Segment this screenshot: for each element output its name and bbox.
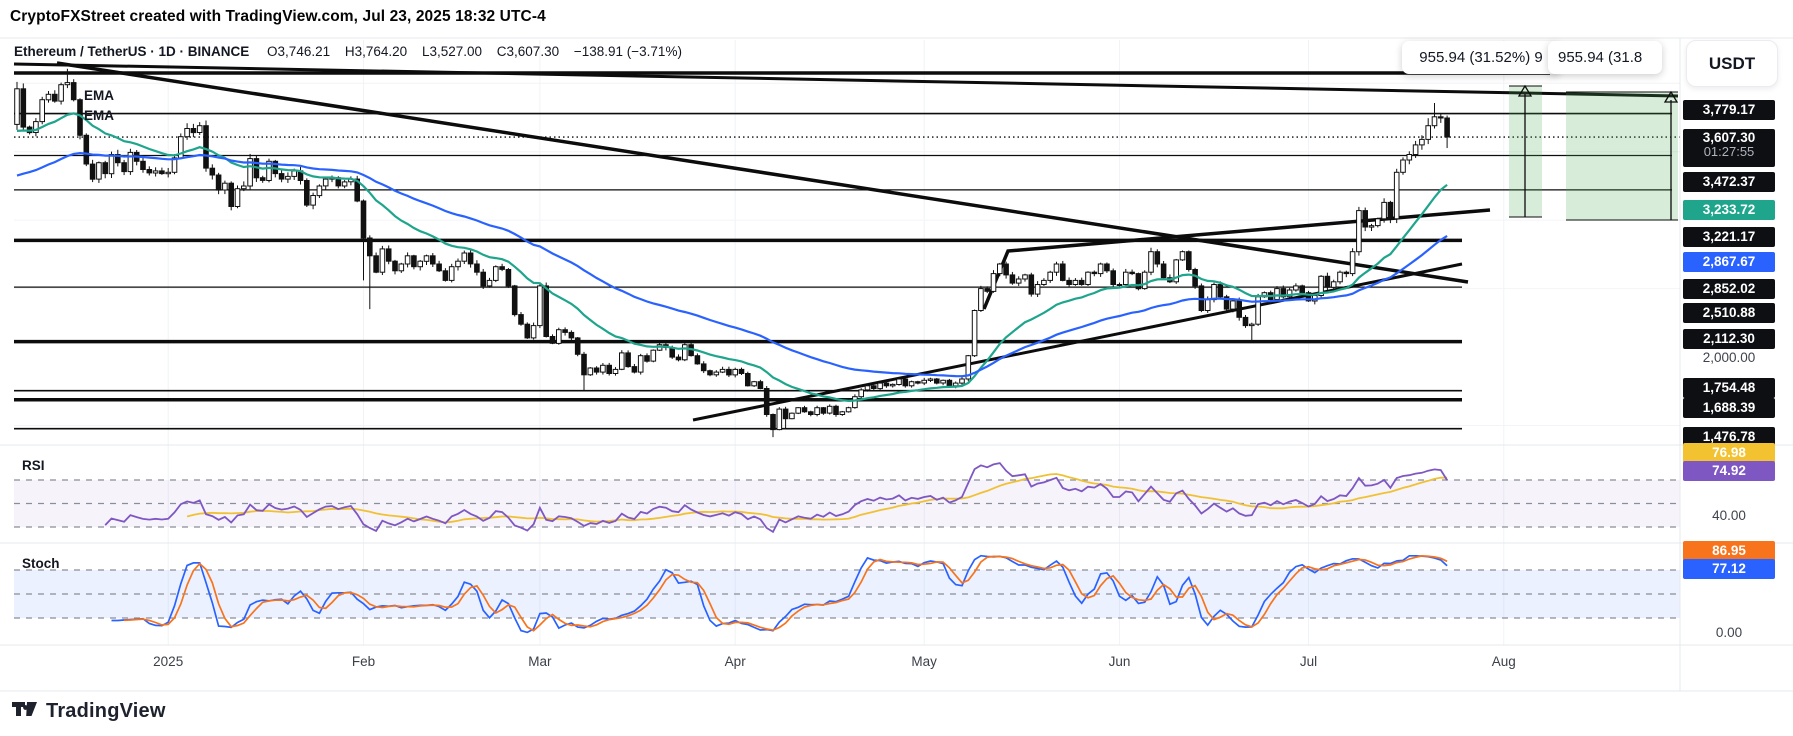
currency-toggle-button[interactable]: USDT <box>1686 40 1778 87</box>
ema2-legend[interactable]: EMA <box>84 108 114 123</box>
rsi-band <box>14 479 1680 528</box>
rsi-legend[interactable]: RSI <box>22 458 45 473</box>
page-caption: CryptoFXStreet created with TradingView.… <box>10 8 546 25</box>
ohlc-change: −138.91 (−3.71%) <box>573 44 682 59</box>
tradingview-logo[interactable]: TradingView <box>12 700 166 723</box>
stoch-band <box>14 569 1680 619</box>
stoch-legend[interactable]: Stoch <box>22 556 60 571</box>
measure-tooltip-2: 955.94 (31.8 <box>1548 41 1662 74</box>
tradingview-logo-text: TradingView <box>46 700 166 722</box>
ohlc-close: C3,607.30 <box>496 44 560 59</box>
ema1-legend[interactable]: EMA <box>84 88 114 103</box>
chart-legend: Ethereum / TetherUS · 1D · BINANCE O3,74… <box>14 44 693 59</box>
horizontal-gridlines <box>14 82 1680 426</box>
tradingview-logo-icon <box>12 701 37 716</box>
ema-lines <box>16 112 1448 403</box>
panel-dividers <box>0 37 1793 692</box>
candles[interactable] <box>14 68 1450 438</box>
measure-boxes[interactable] <box>1509 84 1679 221</box>
price-levels <box>14 71 1680 430</box>
ohlc-low: L3,527.00 <box>421 44 483 59</box>
measure-tooltip-1: 955.94 (31.52%) 9 <box>1402 41 1560 74</box>
stoch-lines <box>111 554 1448 634</box>
ohlc-high: H3,764.20 <box>344 44 408 59</box>
ohlc-open: O3,746.21 <box>267 44 331 59</box>
symbol-title[interactable]: Ethereum / TetherUS · 1D · BINANCE <box>14 44 250 59</box>
rsi-lines <box>104 462 1448 534</box>
